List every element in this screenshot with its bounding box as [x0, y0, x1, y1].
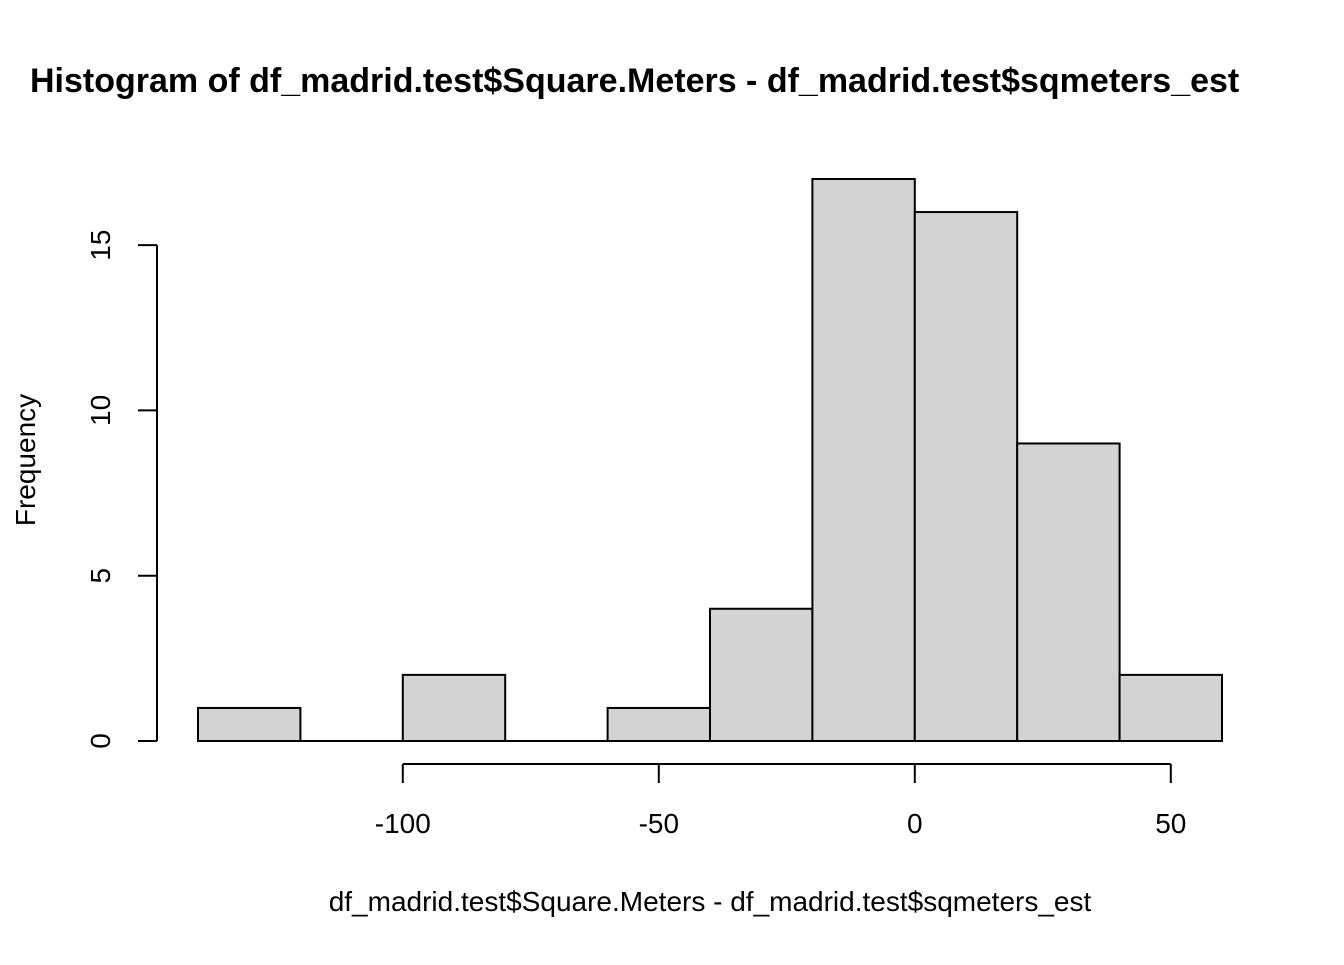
histogram-bar — [606, 706, 711, 742]
y-tick-label: 10 — [85, 395, 116, 426]
y-tick-label: 0 — [85, 733, 116, 749]
y-tick-label: 5 — [85, 568, 116, 584]
x-tick-label: -100 — [375, 808, 431, 839]
histogram-bar — [1016, 442, 1121, 742]
histogram-bar — [709, 607, 814, 742]
x-axis-label: df_madrid.test$Square.Meters - df_madrid… — [329, 886, 1092, 917]
histogram-bar — [811, 178, 916, 742]
x-tick-label: -50 — [639, 808, 679, 839]
histogram-bar — [913, 211, 1019, 742]
histogram-bar — [401, 673, 507, 742]
histogram-bar — [197, 706, 302, 742]
y-axis: 0 5 10 15 — [85, 230, 158, 749]
x-tick-label: 50 — [1155, 808, 1186, 839]
x-tick-label: 0 — [907, 808, 923, 839]
y-tick-label: 15 — [85, 230, 116, 261]
chart-title: Histogram of df_madrid.test$Square.Meter… — [30, 62, 1239, 100]
x-axis: -100 -50 0 50 — [375, 763, 1186, 839]
y-axis-label: Frequency — [10, 394, 41, 526]
bars-group — [197, 178, 1223, 742]
histogram-bar — [1118, 673, 1223, 742]
